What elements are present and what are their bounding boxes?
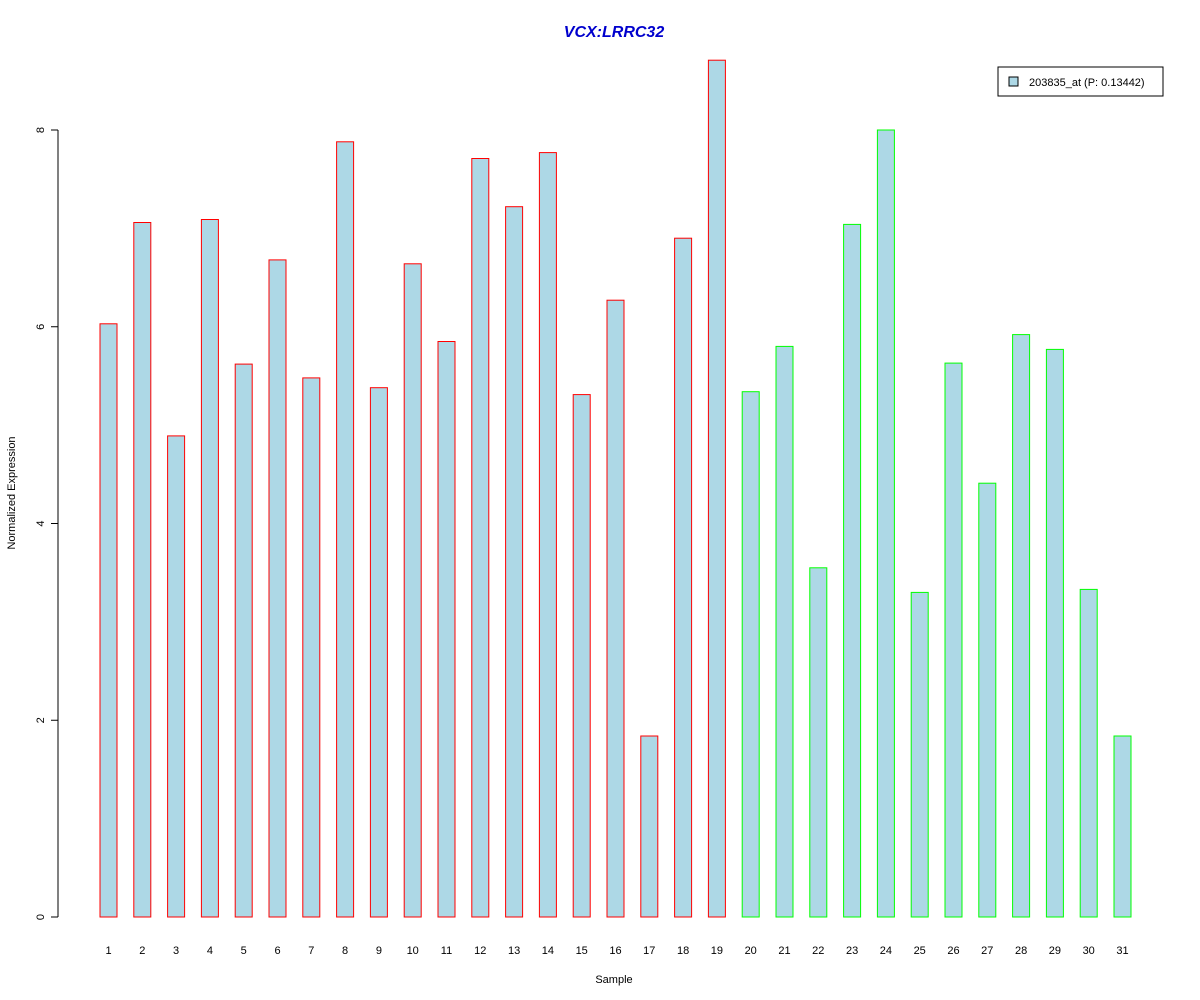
x-tick-label: 2 bbox=[139, 945, 145, 957]
x-tick-label: 16 bbox=[609, 945, 621, 957]
x-tick-label: 5 bbox=[241, 945, 247, 957]
bar bbox=[572, 394, 591, 918]
bar bbox=[944, 362, 963, 918]
x-tick-label: 21 bbox=[778, 945, 790, 957]
x-tick-label: 22 bbox=[812, 945, 824, 957]
x-tick-label: 10 bbox=[407, 945, 419, 957]
bar bbox=[674, 237, 693, 918]
bar bbox=[99, 323, 118, 918]
y-tick-label: 4 bbox=[35, 520, 47, 526]
bar bbox=[843, 223, 862, 918]
bar bbox=[1079, 588, 1098, 918]
x-axis-label: Sample bbox=[595, 974, 632, 986]
y-tick-label: 8 bbox=[35, 127, 47, 133]
x-tick-labels: 1 2 3 4 5 6 7 8 9 10 11 12 13 14 15 16 17 18 19 20 21 22 23 24 2… bbox=[105, 945, 1128, 957]
x-tick-label: 1 bbox=[105, 945, 111, 957]
x-tick-label: 11 bbox=[441, 945, 452, 957]
x-tick-label: 4 bbox=[207, 945, 213, 957]
x-tick-label: 12 bbox=[474, 945, 486, 957]
x-tick-label: 29 bbox=[1049, 945, 1061, 957]
chart-title: VCX:LRRC32 bbox=[564, 24, 665, 41]
x-tick-label: 3 bbox=[173, 945, 179, 957]
bar bbox=[268, 259, 287, 918]
bar bbox=[369, 387, 388, 918]
x-tick-label: 30 bbox=[1083, 945, 1095, 957]
y-axis: 0 2 4 6 8 bbox=[35, 127, 59, 920]
x-tick-label: 31 bbox=[1116, 945, 1128, 957]
bar bbox=[809, 567, 828, 918]
bar bbox=[1113, 735, 1132, 918]
x-tick-label: 19 bbox=[711, 945, 723, 957]
bar bbox=[1012, 334, 1031, 918]
bar bbox=[234, 363, 253, 918]
legend-box bbox=[997, 66, 1164, 97]
x-tick-label: 27 bbox=[981, 945, 993, 957]
y-tick-label: 2 bbox=[35, 717, 47, 723]
x-tick-label: 8 bbox=[342, 945, 348, 957]
x-tick-label: 7 bbox=[308, 945, 314, 957]
y-tick-label: 0 bbox=[35, 914, 47, 920]
y-tick-label: 6 bbox=[35, 324, 47, 330]
bar bbox=[1045, 348, 1064, 918]
bar bbox=[505, 206, 524, 918]
bar bbox=[437, 341, 456, 918]
x-tick-label: 17 bbox=[643, 945, 655, 957]
bar bbox=[403, 263, 422, 918]
bar bbox=[538, 152, 557, 918]
legend-swatch bbox=[1008, 76, 1019, 87]
legend-label: 203835_at (P: 0.13442) bbox=[1029, 77, 1145, 89]
x-tick-label: 26 bbox=[947, 945, 959, 957]
x-tick-label: 9 bbox=[376, 945, 382, 957]
x-tick-label: 23 bbox=[846, 945, 858, 957]
legend: 203835_at (P: 0.13442) bbox=[997, 66, 1164, 97]
bar bbox=[876, 129, 895, 918]
bar bbox=[133, 222, 152, 918]
bar bbox=[707, 59, 726, 918]
bar bbox=[910, 591, 929, 918]
x-tick-label: 28 bbox=[1015, 945, 1027, 957]
bars bbox=[99, 59, 1132, 918]
x-tick-label: 15 bbox=[576, 945, 588, 957]
bar bbox=[741, 391, 760, 918]
bar bbox=[302, 377, 321, 918]
y-axis-label: Normalized Expression bbox=[6, 436, 18, 549]
x-tick-label: 25 bbox=[914, 945, 926, 957]
bar bbox=[606, 299, 625, 918]
bar bbox=[775, 345, 794, 918]
x-tick-label: 20 bbox=[745, 945, 757, 957]
bar bbox=[640, 735, 659, 918]
bar bbox=[167, 435, 186, 918]
bar bbox=[200, 219, 219, 918]
x-tick-label: 24 bbox=[880, 945, 892, 957]
x-tick-label: 18 bbox=[677, 945, 689, 957]
x-tick-label: 14 bbox=[542, 945, 554, 957]
x-tick-label: 13 bbox=[508, 945, 520, 957]
bar bbox=[978, 482, 997, 918]
x-tick-label: 6 bbox=[274, 945, 280, 957]
bar bbox=[336, 141, 355, 918]
bar bbox=[471, 158, 490, 918]
